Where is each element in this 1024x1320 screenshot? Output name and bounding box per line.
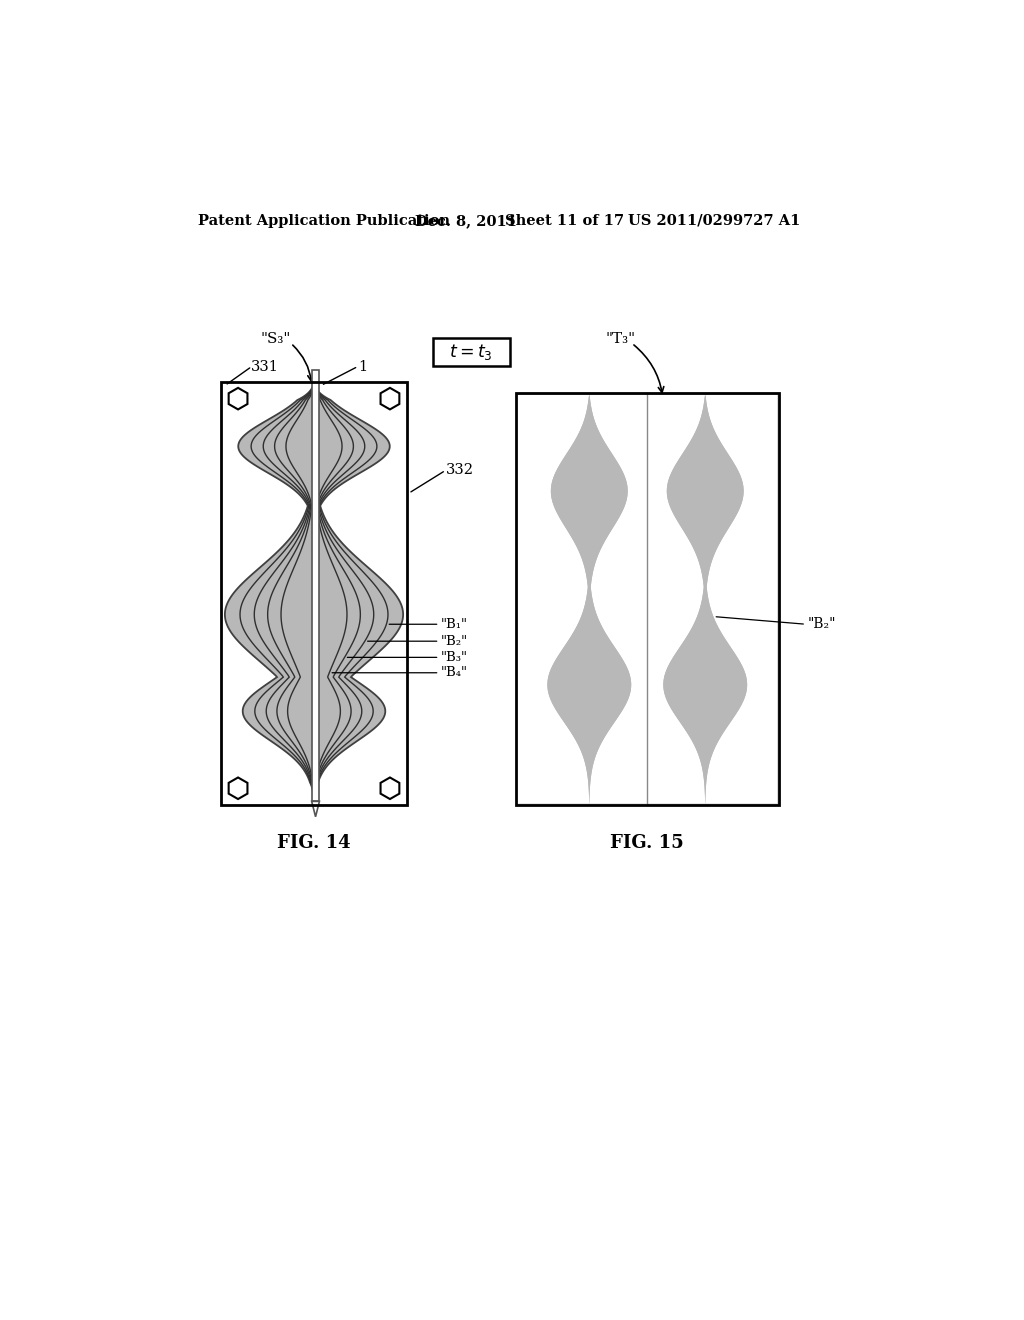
Text: 331: 331 xyxy=(251,360,279,374)
Polygon shape xyxy=(225,383,403,804)
Text: $t = t_3$: $t = t_3$ xyxy=(450,342,494,362)
Polygon shape xyxy=(381,777,399,799)
Polygon shape xyxy=(548,395,631,804)
Text: "B₂": "B₂" xyxy=(440,635,467,648)
Text: "B₂": "B₂" xyxy=(808,618,837,631)
Text: Patent Application Publication: Patent Application Publication xyxy=(198,214,450,228)
Polygon shape xyxy=(228,777,248,799)
Text: 1: 1 xyxy=(358,360,368,374)
Text: "T₃": "T₃" xyxy=(605,331,635,346)
Text: FIG. 15: FIG. 15 xyxy=(610,834,684,853)
Polygon shape xyxy=(311,801,319,817)
Polygon shape xyxy=(515,393,779,805)
Text: "B₄": "B₄" xyxy=(440,667,467,680)
Text: FIG. 14: FIG. 14 xyxy=(278,834,351,853)
Polygon shape xyxy=(706,395,777,804)
Text: Sheet 11 of 17: Sheet 11 of 17 xyxy=(506,214,625,228)
Polygon shape xyxy=(221,381,407,805)
Polygon shape xyxy=(228,388,248,409)
Polygon shape xyxy=(517,395,589,804)
Text: "B₃": "B₃" xyxy=(440,651,467,664)
Text: "B₁": "B₁" xyxy=(440,618,467,631)
Text: 332: 332 xyxy=(445,462,474,477)
Polygon shape xyxy=(381,388,399,409)
Polygon shape xyxy=(664,395,748,804)
Text: "S₃": "S₃" xyxy=(260,331,291,346)
Polygon shape xyxy=(311,370,319,801)
Text: Dec. 8, 2011: Dec. 8, 2011 xyxy=(415,214,517,228)
Text: US 2011/0299727 A1: US 2011/0299727 A1 xyxy=(628,214,800,228)
Polygon shape xyxy=(589,395,706,804)
